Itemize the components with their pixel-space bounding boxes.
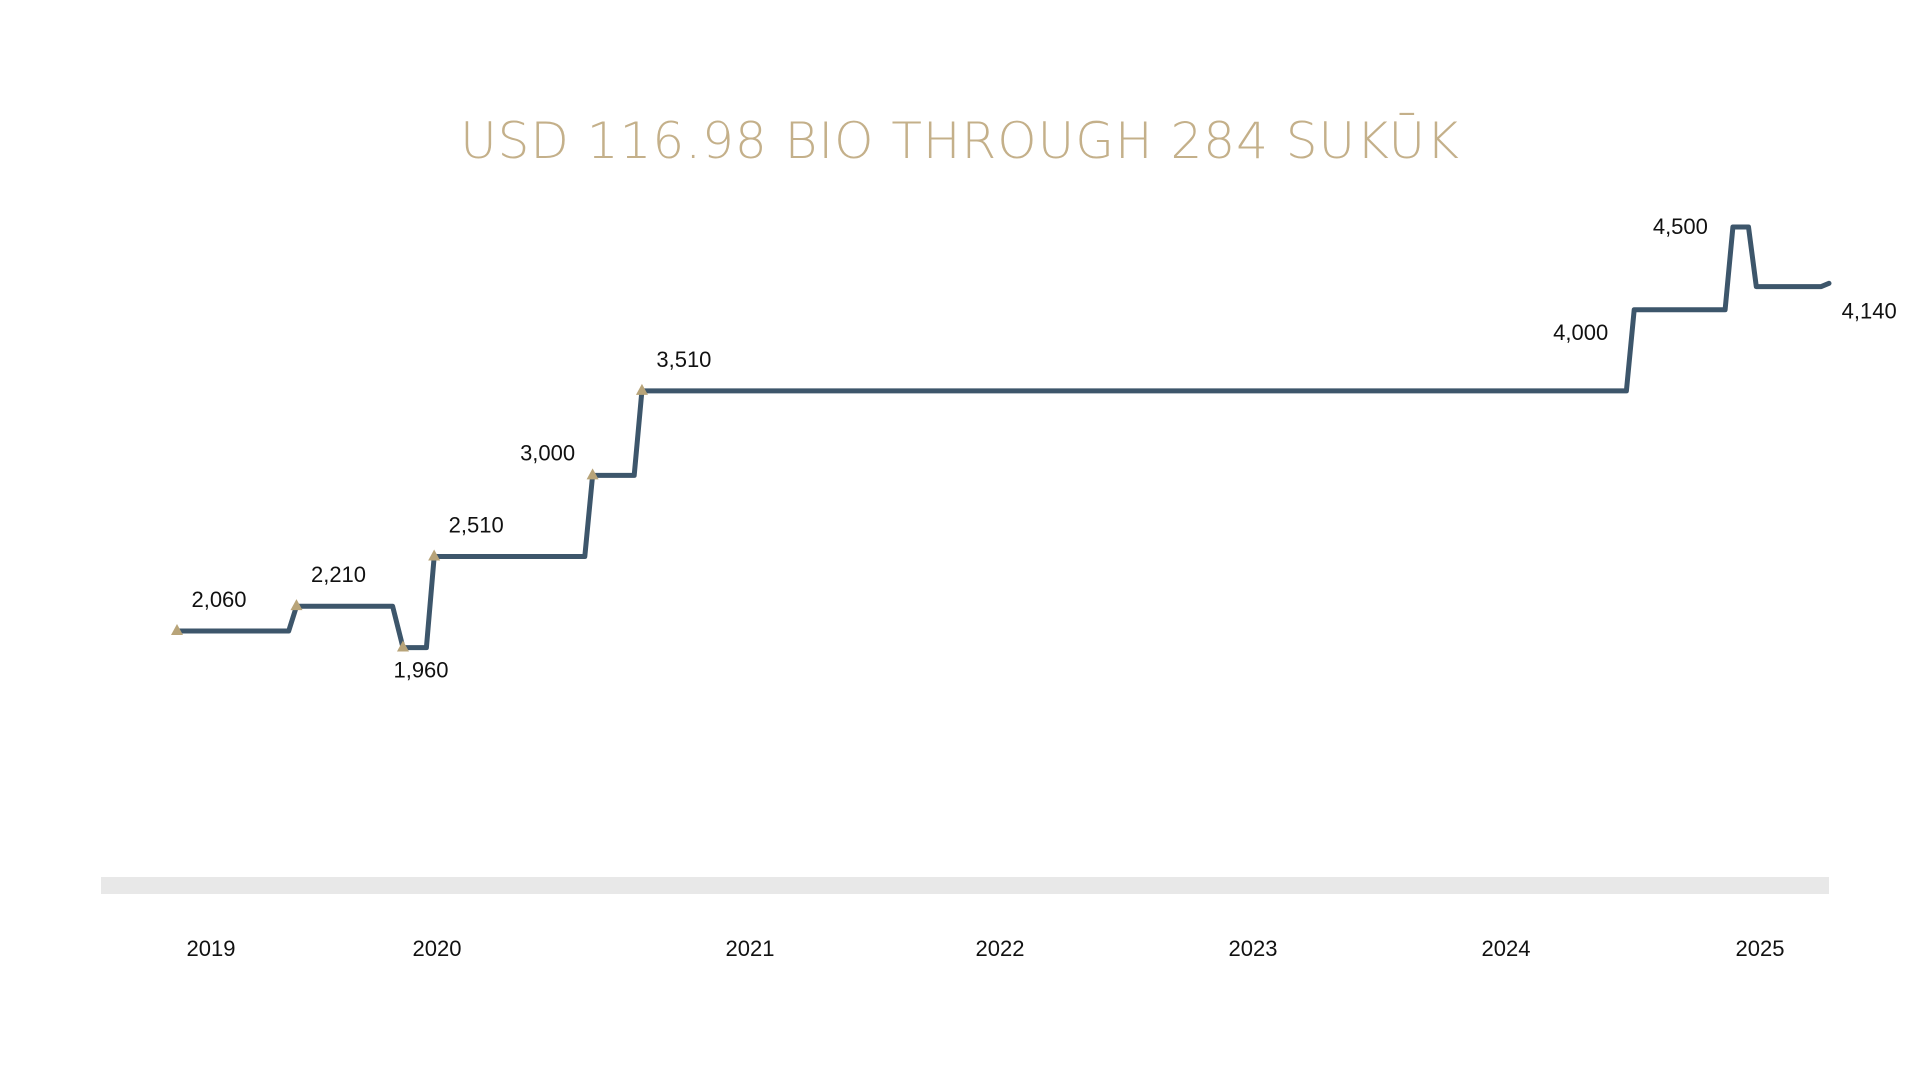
x-tick-label: 2024 xyxy=(1482,936,1531,961)
data-point-marker xyxy=(635,383,648,395)
data-label: 4,140 xyxy=(1842,299,1897,324)
chart-title: USD 116.98 BIO THROUGH 284 SUKŪK xyxy=(460,112,1460,170)
data-label: 2,060 xyxy=(191,587,246,612)
x-tick-label: 2020 xyxy=(413,936,462,961)
x-tick-label: 2022 xyxy=(976,936,1025,961)
data-point-marker xyxy=(396,640,409,652)
data-point-marker xyxy=(290,599,303,611)
series-line xyxy=(174,224,1832,651)
data-label: 4,000 xyxy=(1553,320,1608,345)
x-tick-label: 2021 xyxy=(726,936,775,961)
x-tick-label: 2025 xyxy=(1736,936,1785,961)
data-point-marker xyxy=(171,624,183,635)
x-tick-labels-group: 2019 2020 2021 2022 2023 2024 2025 xyxy=(187,936,1785,961)
x-tick-label: 2023 xyxy=(1229,936,1278,961)
data-label: 3,000 xyxy=(520,440,575,465)
value-labels-group: 2,060 2,210 1,960 2,510 3,000 3,510 4,000 4,500… xyxy=(191,214,1896,683)
data-label: 2,210 xyxy=(311,562,366,587)
data-label: 1,960 xyxy=(393,658,448,683)
data-point-marker xyxy=(586,468,599,480)
series-line-group xyxy=(174,224,1832,651)
data-label: 2,510 xyxy=(449,513,504,538)
markers-group xyxy=(171,383,648,652)
data-label: 3,510 xyxy=(656,347,711,372)
x-tick-label: 2019 xyxy=(187,936,236,961)
data-point-marker xyxy=(428,549,441,561)
x-axis-band xyxy=(101,877,1829,894)
data-label: 4,500 xyxy=(1653,214,1708,239)
